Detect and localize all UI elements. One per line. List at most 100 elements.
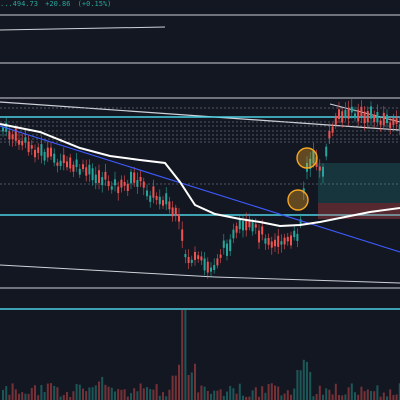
volume-bar [216,390,219,400]
candle-body [168,201,171,210]
volume-bar [130,393,132,400]
volume-bar [184,310,187,400]
volume-bar [274,385,276,400]
volume-bar [110,387,113,400]
candle-body [210,267,212,272]
candle-body [139,176,142,182]
reference-line [0,101,400,131]
volume-bar [117,389,120,400]
volume-bar [123,389,126,400]
candle-body [254,224,257,228]
candle-body [261,226,264,235]
candle-body [46,147,49,158]
volume-bar [94,385,97,400]
candle-body [158,196,161,205]
volume-bar [296,369,299,400]
candle-body [386,114,388,124]
volume-bar [363,391,366,400]
candle-body [235,225,238,233]
volume-bar [203,386,206,400]
candle-body [91,168,94,181]
candle-body [72,164,75,172]
candle-body [395,118,398,124]
candle-body [40,144,43,156]
candle-body [94,174,97,184]
volume-bar [75,383,78,400]
candle-body [206,261,209,273]
volume-bars [2,310,400,400]
volume-bar [219,389,222,400]
candle-body [274,239,276,247]
volume-bar [146,387,148,400]
volume-bar [206,390,209,400]
volume-bar [222,395,225,400]
candle-body [136,180,139,187]
candle-body [213,264,216,270]
candle-body [149,195,152,202]
candle-body [293,230,296,238]
candle-body [30,145,33,149]
candle-body [309,158,312,170]
volume-bar [258,396,260,400]
candle-body [203,258,206,271]
candle-body [21,140,24,146]
volume-bar [104,384,107,400]
volume-bar [181,310,184,400]
volume-bar [248,396,251,400]
volume-bar [78,384,81,400]
candle-body [280,241,283,245]
candle-body [398,124,400,131]
candle-body [389,122,392,128]
volume-bar [315,394,318,400]
trendline [0,125,400,253]
volume-bar [264,392,267,400]
volume-bar [27,393,30,400]
candle-body [270,241,273,248]
volume-bar [334,383,337,400]
candle-body [165,193,168,205]
volume-bar [366,389,369,400]
volume-bar [142,388,145,400]
volume-bar [69,396,72,400]
candle-body [226,243,228,256]
volume-bar [62,394,65,400]
candle-body [363,111,366,124]
volume-bar [136,391,139,400]
candle-body [248,221,251,228]
candle-body [318,166,321,171]
candle-body [2,127,4,132]
candle-body [334,115,337,125]
volume-bar [88,387,91,400]
candle-body [184,254,187,258]
volume-bar [133,388,136,400]
volume-bar [46,383,49,400]
volume-bar [59,396,62,400]
volume-bar [158,395,161,400]
volume-bar [344,394,347,400]
volume-bar [11,383,14,400]
candle-body [325,146,328,157]
volume-bar [293,388,296,400]
moving-average-line [0,123,400,228]
volume-bar [24,393,27,400]
volume-bar [187,374,190,400]
candle-body [194,251,196,260]
candle-body [53,153,56,163]
volume-bar [242,395,244,400]
volume-bar [347,387,350,400]
overlay-lines [0,123,400,253]
candle-body [302,188,305,194]
take-profit-zone [318,163,400,203]
volume-bar [126,396,129,400]
candle-body [110,186,113,190]
candle-body [229,239,232,252]
candle-body [286,236,289,242]
volume-bar [56,387,59,400]
highlight-markers [287,147,318,211]
candle-body [66,161,68,168]
volume-bar [331,394,334,400]
candle-body [238,219,241,230]
volume-bar [50,383,52,400]
volume-bar [226,391,228,400]
